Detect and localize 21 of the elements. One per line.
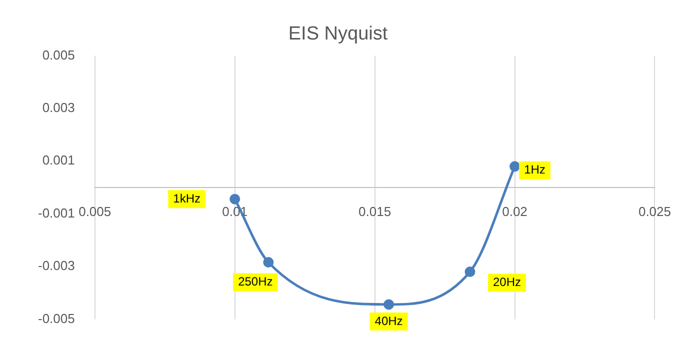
chart-title: EIS Nyquist: [288, 24, 388, 45]
y-tick-label: 0.005: [42, 47, 75, 62]
point: [230, 194, 240, 204]
point: [464, 266, 476, 278]
annotation: 1Hz: [524, 162, 546, 177]
annotation: 20Hz: [492, 275, 521, 290]
x-tick-label: 0.025: [638, 204, 672, 219]
x-tick-label: 0.005: [78, 204, 112, 219]
y-tick-label: -0.001: [38, 205, 75, 220]
y-tick-label: 0.003: [42, 100, 75, 116]
point: [510, 161, 520, 172]
annotation: 1kHz: [173, 191, 200, 206]
y-tick-label: -0.005: [38, 310, 75, 326]
y-tick-label: 0.001: [42, 152, 75, 168]
annotation: 250Hz: [238, 274, 273, 289]
annotation: 40Hz: [374, 314, 403, 328]
x-tick-label: 0.015: [358, 204, 392, 219]
x-tick-label: 0.02: [502, 204, 528, 219]
point: [384, 299, 394, 310]
point: [263, 257, 274, 268]
y-tick-label: -0.003: [38, 258, 75, 274]
